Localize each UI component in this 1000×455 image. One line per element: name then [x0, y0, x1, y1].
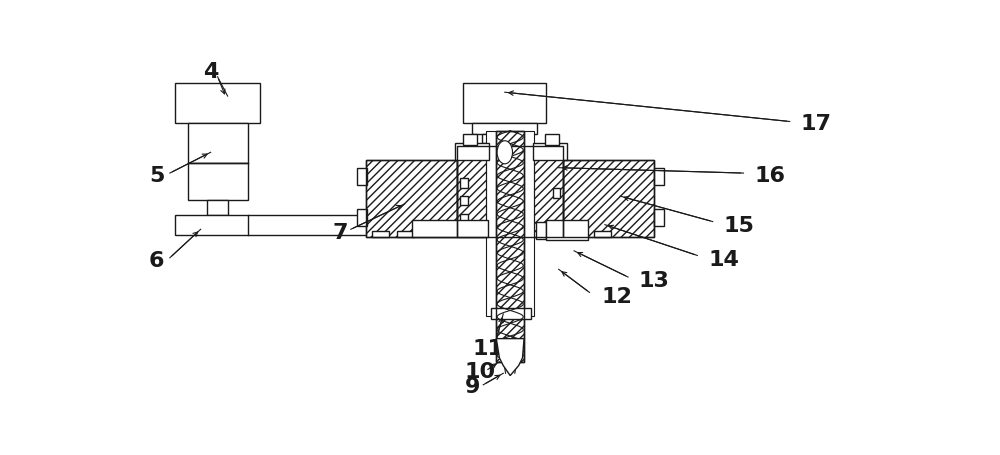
Text: 6: 6: [149, 251, 165, 270]
Bar: [482, 135, 528, 144]
Bar: [460, 179, 468, 188]
Bar: [496, 131, 524, 362]
Text: 5: 5: [149, 166, 164, 186]
Bar: [553, 189, 560, 198]
Bar: [412, 221, 488, 238]
Bar: [460, 197, 468, 206]
Bar: [491, 308, 531, 319]
Bar: [533, 144, 567, 161]
Text: 10: 10: [465, 361, 496, 381]
Bar: [175, 216, 414, 236]
Text: 4: 4: [203, 61, 218, 81]
Text: 15: 15: [723, 215, 754, 235]
Bar: [534, 147, 563, 238]
Text: 12: 12: [601, 287, 632, 307]
Bar: [175, 84, 260, 124]
Bar: [472, 124, 537, 135]
Bar: [207, 201, 228, 216]
Bar: [594, 231, 611, 238]
Ellipse shape: [497, 142, 513, 164]
Bar: [457, 147, 563, 238]
Text: 14: 14: [708, 249, 739, 269]
Bar: [563, 161, 654, 238]
Bar: [463, 135, 477, 145]
Bar: [545, 135, 559, 145]
Bar: [563, 161, 654, 238]
Bar: [546, 221, 588, 241]
Bar: [366, 161, 457, 238]
Polygon shape: [496, 339, 524, 376]
Bar: [569, 231, 586, 238]
Text: 9: 9: [465, 377, 480, 396]
Bar: [372, 231, 389, 238]
Bar: [397, 231, 414, 238]
Bar: [486, 131, 534, 316]
Bar: [414, 222, 486, 236]
Bar: [357, 210, 367, 227]
Bar: [536, 222, 546, 239]
Bar: [654, 168, 664, 185]
Bar: [460, 214, 468, 223]
Text: 16: 16: [754, 166, 785, 186]
Bar: [457, 147, 563, 238]
Text: 7: 7: [332, 223, 348, 243]
Bar: [463, 84, 546, 124]
Bar: [654, 210, 664, 227]
Bar: [188, 124, 248, 164]
Bar: [188, 164, 248, 201]
Bar: [496, 131, 524, 362]
Text: 17: 17: [800, 114, 831, 134]
Bar: [357, 168, 367, 185]
Text: 11: 11: [472, 338, 503, 358]
Text: 13: 13: [639, 271, 670, 290]
Bar: [366, 161, 457, 238]
Bar: [457, 147, 486, 238]
Bar: [455, 144, 489, 161]
